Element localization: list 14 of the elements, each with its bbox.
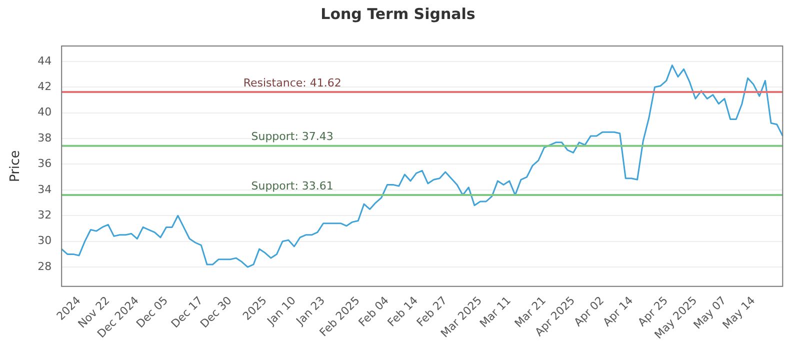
y-tick-label: 34 (38, 182, 52, 196)
chart-title: Long Term Signals (320, 4, 476, 23)
ref-line-label: Support: 37.43 (251, 130, 334, 144)
y-tick-label: 32 (38, 208, 52, 222)
y-tick-label: 44 (38, 54, 52, 68)
y-tick-label: 28 (38, 260, 52, 273)
y-tick-label: 40 (38, 106, 52, 119)
y-tick-label: 38 (38, 131, 52, 144)
y-axis-title: Price (8, 150, 24, 182)
y-tick-label: 30 (38, 234, 52, 248)
y-tick-label: 36 (38, 157, 52, 170)
ref-line-label: Resistance: 41.62 (243, 76, 342, 90)
ref-line-label: Support: 33.61 (251, 179, 334, 192)
y-tick-label: 42 (38, 80, 52, 93)
